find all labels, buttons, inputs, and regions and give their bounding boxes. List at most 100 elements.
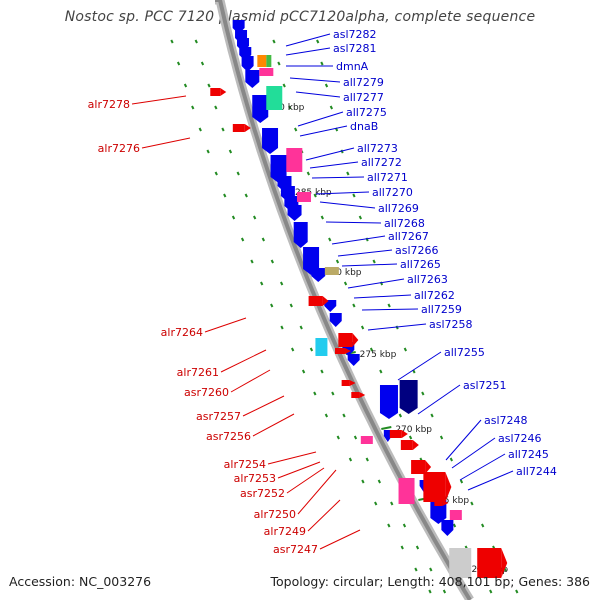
tick-mark (442, 589, 447, 594)
gene-feature-minus (262, 128, 279, 148)
tick-mark (369, 347, 374, 352)
gene-feature-minus (329, 313, 342, 321)
gene-feature-plus (400, 440, 413, 450)
gene-feature-minus (303, 247, 320, 269)
kbp-marker-label: 265 kbp (432, 496, 469, 506)
gene-label-minus: dmnA (336, 60, 369, 73)
tick-mark (395, 325, 399, 330)
tick-mark (313, 391, 317, 396)
gene-label-minus: all7279 (343, 76, 384, 89)
gene-label-minus: all7244 (516, 465, 557, 478)
gene-leader-line (353, 294, 412, 299)
tick-mark (316, 39, 320, 44)
gene-arrow-plus (359, 392, 366, 398)
tick-mark (331, 391, 335, 396)
gene-feature-minus (287, 205, 302, 215)
tick-mark (207, 83, 211, 88)
gene-leader-line (252, 413, 295, 437)
tick-mark (428, 589, 432, 594)
tick-mark (343, 281, 348, 286)
gene-label-minus: asl7258 (429, 318, 473, 331)
tick-mark (320, 215, 324, 220)
gene-label-minus: asl7281 (333, 42, 377, 55)
kbp-marker-label: 270 kbp (395, 425, 432, 435)
tick-mark (328, 237, 332, 242)
gene-label-plus: asr7247 (273, 543, 318, 556)
gene-label-plus: asr7252 (240, 487, 285, 500)
gene-leader-line (131, 95, 187, 105)
gene-label-minus: all7263 (407, 273, 448, 286)
gene-feature-minus (235, 30, 248, 38)
gene-feature-minus (270, 155, 287, 177)
gene-feature-minus (399, 380, 418, 408)
gene-leader-line (141, 137, 191, 149)
map-title: Nostoc sp. PCC 7120 plasmid pCC7120alpha… (64, 9, 536, 25)
gene-block-pink (296, 192, 311, 202)
tick-mark (299, 325, 303, 330)
gene-label-plus: alr7276 (98, 142, 140, 155)
gene-label-minus: all7267 (388, 230, 429, 243)
tick-mark (402, 523, 407, 528)
tick-mark (342, 413, 346, 418)
gene-feature-minus (245, 70, 260, 82)
gene-leader-line (242, 395, 285, 417)
gene-block-pink (286, 148, 303, 172)
tick-mark (291, 347, 295, 352)
gene-label-plus: asr7257 (196, 410, 241, 423)
tick-mark (360, 325, 365, 330)
tick-mark (352, 193, 356, 198)
gene-arrow-minus (241, 66, 254, 72)
gene-leader-line (459, 453, 506, 481)
gene-leader-line (295, 91, 341, 98)
tick-mark (272, 39, 276, 44)
gene-arrow-minus (245, 82, 260, 88)
tick-mark (336, 435, 340, 440)
gene-leader-line (445, 419, 482, 461)
gene-label-minus: asl7248 (484, 414, 528, 427)
gene-feature-plus (334, 348, 345, 354)
gene-feature-plus (341, 380, 350, 386)
tick-mark (374, 501, 378, 506)
gene-feature-minus (293, 222, 308, 242)
tick-mark (335, 259, 340, 264)
gene-arrow-plus (352, 333, 359, 347)
tick-mark (206, 149, 210, 154)
tick-mark (361, 479, 365, 484)
tick-mark (313, 193, 317, 198)
topology-stats-text: Topology: circular; Length: 408,101 bp; … (270, 574, 591, 589)
gene-leader-line (277, 461, 321, 479)
gene-feature-plus (308, 296, 323, 306)
gene-leader-line (451, 437, 496, 469)
tick-mark (452, 523, 457, 528)
tick-mark (481, 523, 485, 528)
tick-mark (214, 171, 218, 176)
gene-label-minus: all7255 (444, 346, 485, 359)
gene-leader-line (341, 263, 398, 267)
gene-leader-line (361, 308, 419, 311)
accession-text: Accession: NC_003276 (9, 574, 152, 589)
tick-mark (261, 237, 265, 242)
tick-mark (270, 303, 274, 308)
gene-arrow-minus (329, 321, 342, 327)
tick-mark (280, 325, 284, 330)
tick-mark (176, 61, 181, 66)
tick-mark (408, 435, 413, 440)
tick-mark (329, 105, 334, 110)
gene-leader-line (319, 529, 361, 550)
gene-feature-minus (239, 47, 252, 55)
gene-feature-plus (423, 472, 446, 502)
gene-block-pink (360, 436, 373, 444)
tick-mark (309, 347, 314, 352)
gene-block-pink (398, 478, 415, 504)
gene-feature-plus (434, 500, 443, 506)
gene-block-gray (449, 548, 472, 578)
tick-mark (282, 83, 286, 88)
tick-mark (228, 149, 233, 154)
gene-feature-minus (280, 186, 295, 196)
gene-feature-minus (441, 520, 454, 530)
tick-mark (200, 61, 205, 66)
gene-feature-plus (338, 333, 353, 347)
tick-mark (515, 589, 519, 594)
gene-leader-line (331, 235, 386, 245)
